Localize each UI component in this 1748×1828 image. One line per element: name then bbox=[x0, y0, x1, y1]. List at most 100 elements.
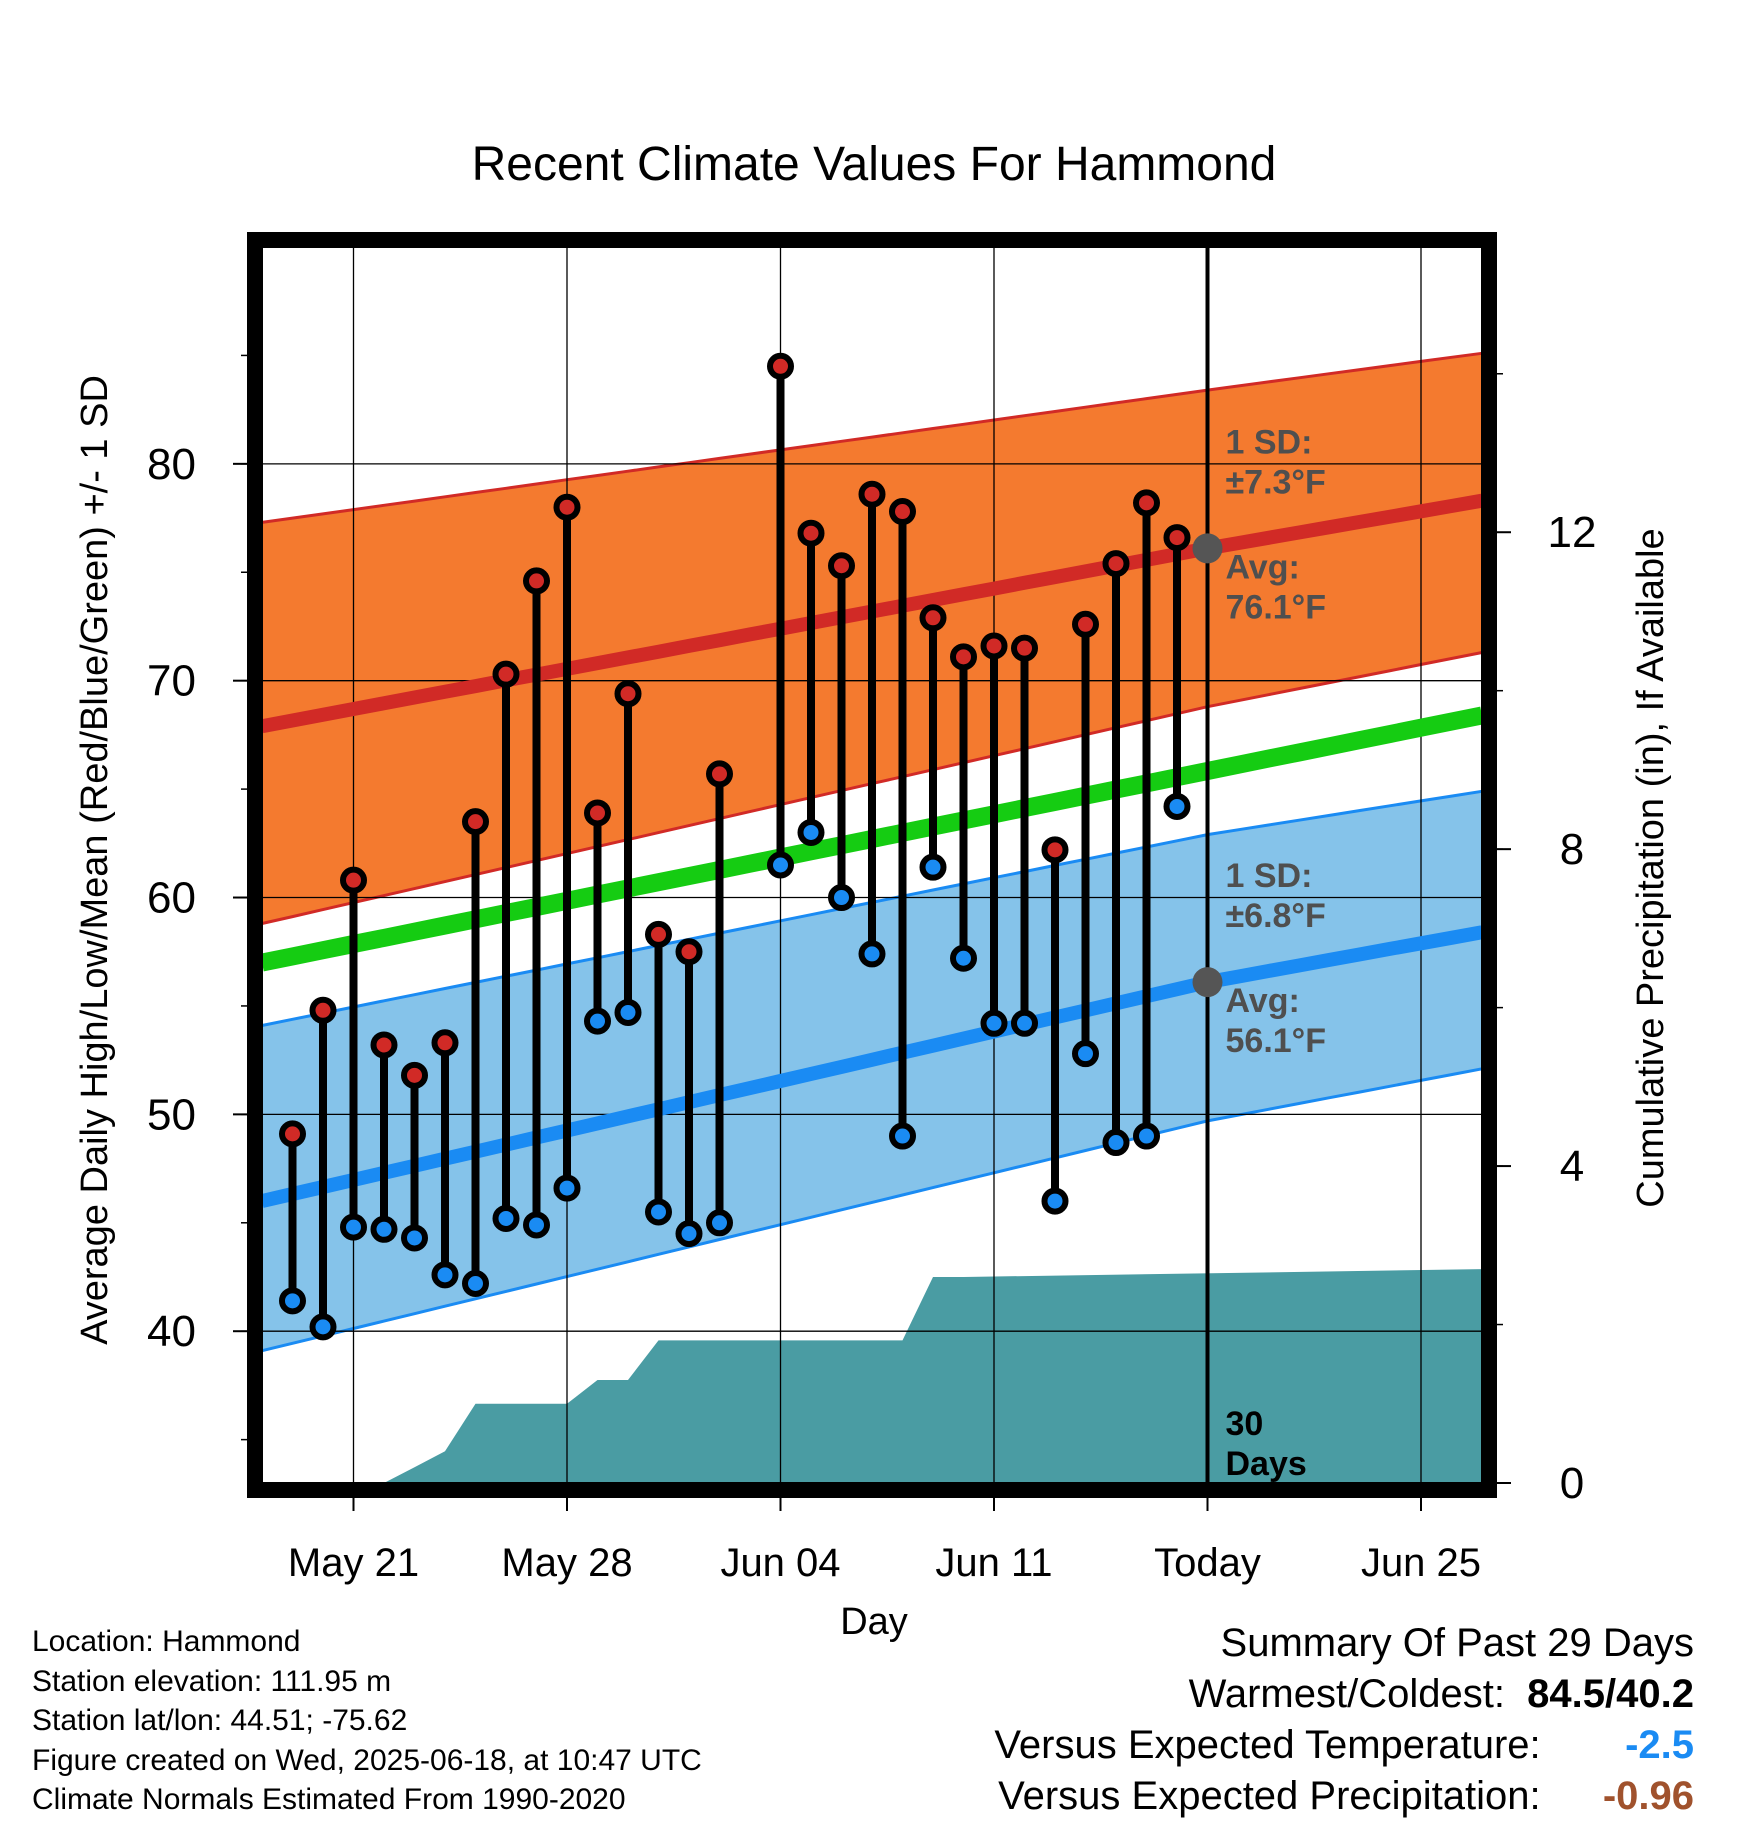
daily-high-point bbox=[431, 1029, 459, 1057]
y-tick-label: 70 bbox=[147, 657, 196, 706]
low-sd-annotation-line2: ±6.8°F bbox=[1226, 897, 1326, 935]
daily-low-point bbox=[1011, 1009, 1038, 1037]
daily-low-point bbox=[706, 1209, 733, 1237]
daily-high-point bbox=[462, 808, 489, 836]
daily-low-point bbox=[889, 1122, 916, 1150]
daily-low-point bbox=[309, 1313, 337, 1341]
daily-low-point bbox=[492, 1204, 520, 1232]
daily-low-point bbox=[1041, 1187, 1069, 1215]
daily-low-point bbox=[1072, 1040, 1099, 1068]
daily-low-point bbox=[370, 1215, 398, 1243]
daily-low-point bbox=[1163, 792, 1191, 820]
daily-low-point bbox=[797, 818, 825, 846]
precip-label: Versus Expected Precipitation: bbox=[998, 1774, 1541, 1818]
daily-low-point bbox=[279, 1287, 306, 1315]
daily-high-point bbox=[492, 660, 520, 688]
high-sd-annotation: 1 SD: ±7.3°F bbox=[1226, 423, 1326, 501]
normals-text: Climate Normals Estimated From 1990-2020 bbox=[32, 1783, 626, 1816]
y-right-tick-label: 8 bbox=[1560, 825, 1584, 874]
today-normal-high-dot bbox=[1192, 533, 1223, 564]
y-right-tick-label: 0 bbox=[1560, 1459, 1584, 1508]
high-avg-annotation-line1: Avg: bbox=[1226, 548, 1300, 586]
precip-value: -0.96 bbox=[1602, 1774, 1694, 1818]
daily-points bbox=[279, 352, 1191, 1341]
daily-low-point bbox=[431, 1261, 459, 1289]
daily-high-point bbox=[1011, 634, 1038, 662]
daily-high-point bbox=[279, 1120, 306, 1148]
daily-low-point bbox=[980, 1009, 1008, 1037]
high-band-upper-edge bbox=[261, 351, 1483, 524]
low-band-lower-edge bbox=[261, 1067, 1483, 1353]
daily-range-stems bbox=[288, 366, 1181, 1327]
today-marker bbox=[1192, 247, 1223, 1483]
daily-high-point bbox=[706, 760, 733, 788]
daily-low-point bbox=[828, 884, 855, 912]
daily-high-point bbox=[889, 498, 916, 526]
daily-high-point bbox=[797, 519, 825, 547]
high-sd-annotation-line2: ±7.3°F bbox=[1226, 463, 1326, 501]
y-axis-label-right: Cumulative Precipitation (in), If Availa… bbox=[1630, 528, 1672, 1207]
daily-high-point bbox=[858, 480, 886, 508]
daily-low-point bbox=[767, 851, 794, 879]
daily-high-point bbox=[919, 604, 947, 632]
daily-high-point bbox=[1072, 610, 1099, 638]
window-annotation-line1: 30 bbox=[1226, 1405, 1264, 1443]
chart-title: Recent Climate Values For Hammond bbox=[472, 138, 1277, 191]
low-avg-annotation: Avg: 56.1°F bbox=[1226, 982, 1327, 1060]
low-sd-annotation-line1: 1 SD: bbox=[1226, 857, 1313, 895]
station-info: Location: Hammond Station elevation: 111… bbox=[32, 1622, 702, 1820]
x-tick-label: Jun 04 bbox=[720, 1541, 840, 1585]
daily-low-point bbox=[584, 1007, 611, 1035]
x-tick-label: May 21 bbox=[288, 1541, 419, 1585]
daily-high-point bbox=[584, 799, 611, 827]
daily-high-point bbox=[614, 680, 642, 708]
y-axis-label-left: Average Daily High/Low/Mean (Red/Blue/Gr… bbox=[74, 375, 116, 1345]
plot-frame bbox=[247, 232, 1497, 1498]
daily-high-point bbox=[980, 632, 1008, 660]
x-tick-label: May 28 bbox=[501, 1541, 632, 1585]
y-tick-label: 40 bbox=[147, 1307, 196, 1356]
daily-low-point bbox=[401, 1224, 428, 1252]
daily-high-point bbox=[645, 920, 672, 948]
daily-high-point bbox=[309, 996, 337, 1024]
daily-low-point bbox=[523, 1211, 550, 1239]
daily-high-point bbox=[370, 1031, 398, 1059]
today-normal-low-dot bbox=[1192, 967, 1223, 998]
low-sd-annotation: 1 SD: ±6.8°F bbox=[1226, 857, 1326, 935]
daily-low-point bbox=[1102, 1129, 1130, 1157]
high-avg-annotation-line2: 76.1°F bbox=[1226, 588, 1327, 626]
daily-high-point bbox=[828, 552, 855, 580]
daily-low-point bbox=[553, 1174, 581, 1202]
window-annotation: 30 Days bbox=[1226, 1405, 1307, 1483]
y-tick-label: 60 bbox=[147, 874, 196, 923]
x-tick-label: Jun 11 bbox=[935, 1541, 1052, 1585]
summary-temperature: Versus Expected Temperature: -2.5 bbox=[994, 1720, 1694, 1771]
x-tick-label: Today bbox=[1154, 1541, 1261, 1585]
daily-high-point bbox=[1102, 550, 1130, 578]
temp-label: Versus Expected Temperature: bbox=[994, 1723, 1541, 1767]
daily-high-point bbox=[523, 567, 550, 595]
summary-precipitation: Versus Expected Precipitation: -0.96 bbox=[994, 1771, 1694, 1822]
daily-low-point bbox=[950, 944, 977, 972]
warm-label: Warmest/Coldest: bbox=[1188, 1672, 1505, 1716]
low-avg-annotation-line1: Avg: bbox=[1226, 982, 1300, 1020]
axes: 40 50 60 70 80 0 4 8 12 May 21 May 28 Jun 04 Jun 11 T… bbox=[147, 232, 1597, 1585]
high-avg-annotation: Avg: 76.1°F bbox=[1226, 548, 1327, 626]
daily-high-point bbox=[1133, 489, 1160, 517]
latlon-text: Station lat/lon: 44.51; -75.62 bbox=[32, 1704, 408, 1737]
daily-high-point bbox=[950, 643, 977, 671]
x-tick-label: Jun 25 bbox=[1361, 1541, 1481, 1585]
x-axis-label: Day bbox=[840, 1601, 908, 1643]
summary-warmest-coldest: Warmest/Coldest: 84.5/40.2 bbox=[994, 1669, 1694, 1720]
y-right-tick-label: 12 bbox=[1548, 508, 1597, 557]
daily-low-point bbox=[858, 940, 886, 968]
daily-low-point bbox=[1133, 1122, 1160, 1150]
daily-low-point bbox=[919, 853, 947, 881]
daily-high-point bbox=[340, 866, 367, 894]
daily-high-point bbox=[553, 493, 581, 521]
created-text: Figure created on Wed, 2025-06-18, at 10… bbox=[32, 1743, 702, 1777]
daily-low-point bbox=[675, 1220, 703, 1248]
temp-value: -2.5 bbox=[1625, 1723, 1694, 1767]
